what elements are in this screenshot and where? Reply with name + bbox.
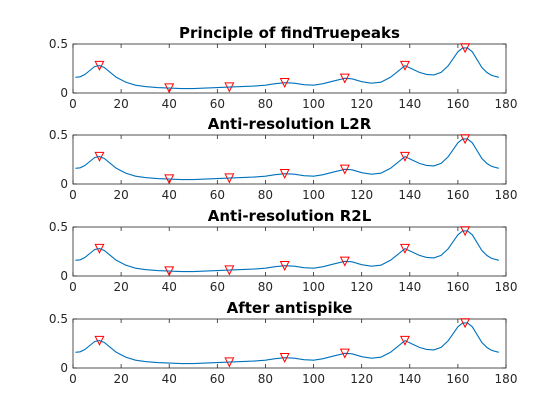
- x-tick-label: 120: [350, 280, 373, 294]
- peak-marker: [339, 73, 350, 84]
- peak-marker: [224, 357, 235, 368]
- subplot-title: Principle of findTruepeaks: [179, 24, 400, 42]
- x-tick-label: 180: [495, 280, 518, 294]
- x-tick-label: 60: [210, 188, 225, 202]
- x-tick-label: 160: [446, 97, 469, 111]
- series-line: [75, 47, 499, 90]
- x-tick-label: 40: [162, 97, 177, 111]
- peak-marker: [94, 151, 105, 162]
- peak-marker: [224, 265, 235, 276]
- x-tick-label: 120: [350, 97, 373, 111]
- x-tick-label: 20: [113, 188, 128, 202]
- subplot-title: After antispike: [227, 299, 353, 317]
- peak-marker: [460, 318, 471, 329]
- axes-box: [72, 318, 507, 369]
- peak-marker: [164, 266, 175, 277]
- x-tick-label: 40: [162, 280, 177, 294]
- y-tick-label: 0.5: [49, 220, 68, 234]
- peak-marker: [279, 78, 290, 89]
- axes-box: [72, 226, 507, 277]
- x-tick-label: 100: [302, 188, 325, 202]
- x-tick-label: 80: [258, 97, 273, 111]
- peak-marker: [164, 83, 175, 94]
- peak-marker: [94, 243, 105, 254]
- y-tick-label: 0.5: [49, 37, 68, 51]
- subplot-4: After antispike 0 20 40 60 80 100 120 140 160 180 0…: [49, 299, 518, 386]
- peak-marker: [460, 226, 471, 237]
- y-tick-label: 0: [60, 361, 68, 375]
- x-tick-label: 180: [495, 97, 518, 111]
- peak-marker: [399, 335, 410, 346]
- x-tick-label: 20: [113, 97, 128, 111]
- peak-marker: [460, 134, 471, 145]
- x-tick-label: 80: [258, 188, 273, 202]
- peak-marker: [339, 348, 350, 359]
- y-tick-label: 0: [60, 177, 68, 191]
- x-tick-label: 40: [162, 188, 177, 202]
- x-tick-label: 60: [210, 97, 225, 111]
- y-tick-label: 0: [60, 86, 68, 100]
- x-tick-label: 120: [350, 372, 373, 386]
- x-tick-label: 0: [69, 372, 77, 386]
- series-line: [75, 230, 499, 273]
- x-tick-label: 60: [210, 372, 225, 386]
- x-tick-label: 80: [258, 372, 273, 386]
- peak-marker: [460, 43, 471, 54]
- x-tick-label: 100: [302, 372, 325, 386]
- y-tick-label: 0.5: [49, 312, 68, 326]
- subplot-1: Principle of findTruepeaks 0 20 40 60 80 100 12…: [49, 24, 518, 111]
- x-tick-label: 0: [69, 97, 77, 111]
- subplot-title: Anti-resolution R2L: [208, 207, 372, 225]
- peak-marker: [399, 151, 410, 162]
- x-tick-label: 120: [350, 188, 373, 202]
- x-tick-label: 140: [398, 280, 421, 294]
- y-tick-label: 0: [60, 269, 68, 283]
- subplot-title: Anti-resolution L2R: [208, 115, 372, 133]
- x-tick-label: 180: [495, 372, 518, 386]
- peak-marker: [279, 353, 290, 364]
- peak-marker: [339, 164, 350, 175]
- peak-marker: [94, 60, 105, 71]
- x-tick-label: 160: [446, 372, 469, 386]
- axes-box: [72, 43, 507, 94]
- x-tick-label: 180: [495, 188, 518, 202]
- peak-marker: [339, 256, 350, 267]
- x-tick-label: 60: [210, 280, 225, 294]
- x-tick-label: 0: [69, 188, 77, 202]
- x-tick-label: 100: [302, 280, 325, 294]
- x-tick-label: 100: [302, 97, 325, 111]
- peak-marker: [224, 82, 235, 93]
- peak-marker: [94, 335, 105, 346]
- x-tick-label: 40: [162, 372, 177, 386]
- axes-box: [72, 134, 507, 185]
- x-tick-label: 140: [398, 97, 421, 111]
- peak-marker: [279, 169, 290, 180]
- series-line: [75, 322, 499, 365]
- peak-marker: [164, 174, 175, 185]
- subplot-2: Anti-resolution L2R 0 20 40 60 80 100 120 140 160…: [49, 115, 518, 202]
- peak-marker: [279, 261, 290, 272]
- y-tick-label: 0.5: [49, 128, 68, 142]
- subplot-3: Anti-resolution R2L 0 20 40 60 80 100 120 140 160…: [49, 207, 518, 294]
- x-tick-label: 160: [446, 188, 469, 202]
- peak-marker: [224, 173, 235, 184]
- x-tick-label: 20: [113, 372, 128, 386]
- peak-marker: [399, 243, 410, 254]
- series-line: [75, 138, 499, 181]
- x-tick-label: 0: [69, 280, 77, 294]
- x-tick-label: 80: [258, 280, 273, 294]
- x-tick-label: 20: [113, 280, 128, 294]
- peak-marker: [399, 60, 410, 71]
- x-tick-label: 160: [446, 280, 469, 294]
- x-tick-label: 140: [398, 372, 421, 386]
- x-tick-label: 140: [398, 188, 421, 202]
